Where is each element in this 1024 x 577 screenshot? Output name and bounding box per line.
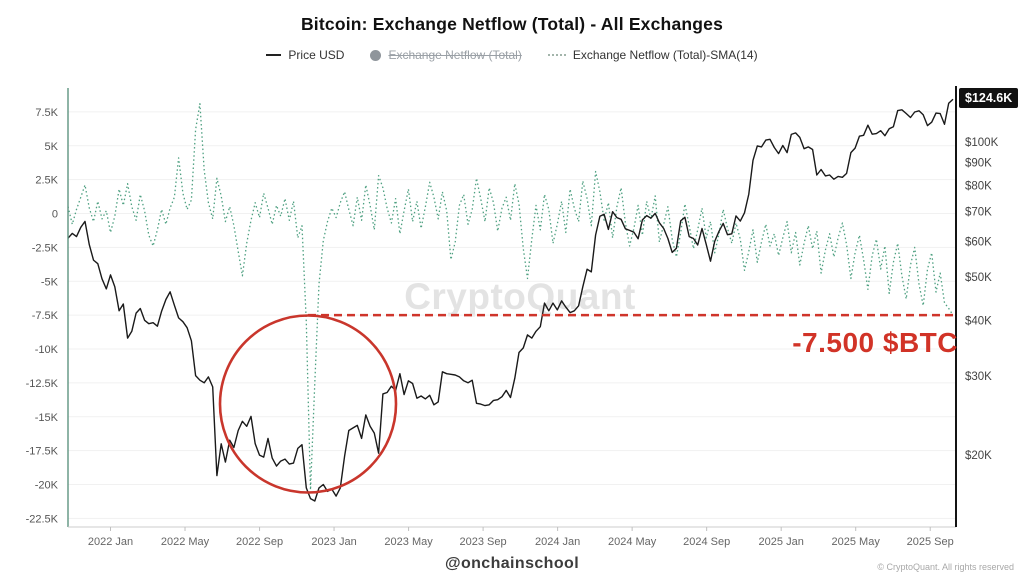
x-axis-label: 2022 Jan — [88, 536, 133, 548]
right-axis-label: $100K — [965, 137, 999, 149]
left-axis-label: -15K — [35, 412, 59, 424]
chart-legend: Price USD Exchange Netflow (Total) Excha… — [0, 48, 1024, 62]
legend-item-netflow-sma[interactable]: Exchange Netflow (Total)-SMA(14) — [547, 48, 758, 62]
price-line-icon — [266, 54, 282, 56]
x-axis-label: 2025 May — [832, 536, 881, 548]
price-series-line — [67, 98, 954, 502]
x-axis-label: 2024 Sep — [683, 536, 730, 548]
left-axis-label: -22.5K — [26, 513, 59, 525]
left-axis-label: -20K — [35, 480, 59, 492]
x-axis-label: 2025 Jan — [759, 536, 804, 548]
legend-price-label: Price USD — [288, 48, 345, 62]
right-axis-label: $20K — [965, 450, 992, 462]
right-axis-label: $50K — [965, 272, 992, 284]
left-axis-label: 2.5K — [35, 175, 58, 187]
legend-item-price[interactable]: Price USD — [266, 48, 344, 62]
legend-netflow-sma-label: Exchange Netflow (Total)-SMA(14) — [572, 48, 758, 62]
x-axis-label: 2023 May — [384, 536, 433, 548]
x-axis-label: 2023 Sep — [460, 536, 507, 548]
x-axis-label: 2023 Jan — [311, 536, 356, 548]
x-axis-label: 2024 Jan — [535, 536, 580, 548]
left-axis-label: -5K — [41, 276, 59, 288]
legend-netflow-label: Exchange Netflow (Total) — [388, 48, 522, 62]
netflow-level-annotation: -7.500 $BTC — [792, 327, 958, 358]
chart-title: Bitcoin: Exchange Netflow (Total) - All … — [300, 14, 724, 34]
x-axis-label: 2022 Sep — [236, 536, 283, 548]
left-axis-label: 7.5K — [35, 107, 58, 119]
right-axis-label: $60K — [965, 236, 992, 248]
right-axis-label: $80K — [965, 180, 992, 192]
author-handle: @onchainschool — [444, 555, 580, 572]
right-axis-label: $40K — [965, 315, 992, 327]
legend-item-netflow[interactable]: Exchange Netflow (Total) — [370, 48, 522, 62]
x-axis-label: 2025 Sep — [907, 536, 954, 548]
last-price-badge: $124.6K — [959, 88, 1019, 108]
left-axis-label: 5K — [45, 141, 59, 153]
x-axis-label: 2024 May — [608, 536, 657, 548]
left-axis-label: -7.5K — [32, 310, 59, 322]
right-axis-label: $30K — [965, 371, 992, 383]
netflow-sma-series-line — [67, 103, 954, 491]
copyright-note: © CryptoQuant. All rights reserved — [877, 562, 1014, 572]
highlight-circle — [218, 314, 398, 494]
left-axis-label: -10K — [35, 344, 59, 356]
left-axis-label: -12.5K — [26, 378, 59, 390]
left-axis-label: -2.5K — [32, 242, 59, 254]
sma-dotted-line-icon — [547, 54, 566, 56]
x-axis-label: 2022 May — [161, 536, 210, 548]
left-axis-label: 0 — [52, 209, 58, 221]
right-axis-label: $90K — [965, 157, 992, 169]
right-axis-label: $70K — [965, 206, 992, 218]
cryptoquant-watermark: CryptoQuant — [404, 276, 636, 317]
left-axis-label: -17.5K — [26, 446, 59, 458]
netflow-circle-icon — [370, 49, 382, 61]
